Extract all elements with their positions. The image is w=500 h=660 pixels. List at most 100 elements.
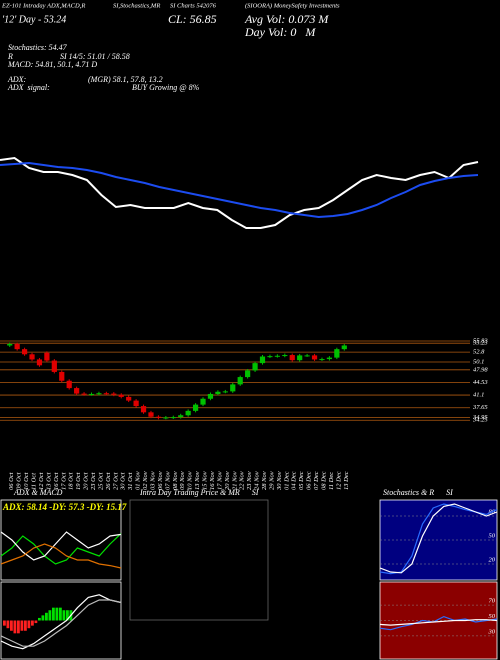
candle-body	[14, 344, 20, 350]
candle-body	[59, 371, 65, 381]
x-tick-label: 07 Dec	[313, 471, 320, 490]
x-tick-label: 04 Dec	[291, 471, 298, 490]
x-tick-label: 11 Dec	[328, 472, 335, 490]
histogram-bar	[55, 607, 59, 621]
indicator-text: R	[7, 52, 13, 61]
x-tick-label: 01 Dec	[283, 471, 290, 490]
x-tick-label: 05 Dec	[298, 471, 305, 490]
x-tick-label: 19 Oct	[75, 472, 82, 490]
header-text: '12' Day - 53.24	[2, 14, 66, 25]
indicator-text: ADX signal:	[7, 83, 50, 92]
candle-body	[326, 357, 333, 360]
x-tick-label: 24 Nov	[254, 471, 261, 490]
candle-body	[274, 355, 280, 357]
x-tick-label: 23 Oct	[90, 472, 97, 490]
x-tick-label: 21 Nov	[231, 471, 238, 490]
panel	[129, 499, 269, 621]
candle-body	[81, 393, 87, 395]
x-tick-label: 10 Nov	[187, 471, 194, 490]
candle-body	[111, 393, 117, 395]
candle-body	[245, 370, 251, 378]
candle-body	[103, 393, 109, 395]
y-tick-label: 52.8	[473, 349, 485, 356]
y-tick-label: 20	[489, 556, 496, 563]
candle-body	[88, 393, 95, 395]
candle-body	[155, 416, 162, 418]
y-tick-label: 41.1	[473, 392, 484, 399]
line-series	[0, 156, 479, 229]
x-tick-label: 13 Nov	[194, 471, 201, 490]
histogram-bar	[10, 620, 13, 631]
indicator-text: (MGR) 58.1, 57.8, 13.2	[88, 75, 163, 84]
candle-body	[192, 404, 199, 411]
histogram-bar	[17, 620, 20, 634]
candle-body	[96, 393, 102, 395]
annotation: ADX: 58.14 -DY: 57.3 -DY: 15.17	[2, 502, 127, 512]
y-tick-label: 37.65	[472, 404, 488, 411]
histogram-bar	[45, 612, 48, 621]
candle-body	[334, 349, 340, 358]
y-tick-label: 30	[488, 628, 496, 635]
y-tick-label: 70	[489, 598, 496, 605]
candle-body	[118, 394, 124, 397]
line-series	[0, 161, 479, 219]
histogram-bar	[6, 620, 10, 629]
candle-body	[163, 417, 169, 419]
x-tick-label: 18 Oct	[68, 472, 75, 490]
x-tick-label: 25 Oct	[97, 472, 104, 490]
line-series	[379, 619, 498, 626]
y-tick-label: 50	[489, 532, 496, 539]
candle-body	[319, 359, 325, 361]
x-tick-label: 12 Dec	[335, 471, 342, 490]
candle-body	[21, 349, 28, 355]
histogram-bar	[13, 620, 17, 634]
line-series	[0, 599, 122, 647]
histogram-bar	[31, 620, 34, 626]
y-tick-label: 47.98	[473, 366, 488, 373]
x-tick-label: 08 Nov	[172, 471, 179, 490]
close-price: CL: 56.85	[168, 12, 217, 26]
candle-body	[29, 354, 35, 360]
candle-body	[207, 393, 214, 399]
candle-body	[282, 355, 288, 357]
candle-body	[267, 356, 273, 358]
x-tick-label: 13 Oct	[45, 472, 52, 490]
x-tick-label: 30 Nov	[276, 471, 283, 491]
candle-body	[215, 391, 221, 394]
histogram-bar	[34, 620, 38, 624]
indicator-text: SI 14/5: 51.01 / 58.58	[60, 52, 130, 61]
x-tick-label: 17 Oct	[60, 472, 67, 490]
histogram-bar	[66, 610, 69, 621]
indicator-text: MACD: 54.81, 50.1, 4.71 D	[7, 60, 97, 69]
candle-body	[126, 396, 132, 401]
candle-body	[170, 417, 176, 419]
histogram-bar	[48, 610, 52, 621]
histogram-bar	[38, 617, 41, 621]
header-text: SI,Stochastics,MR	[113, 2, 160, 9]
candle-body	[36, 359, 43, 366]
histogram-bar	[20, 620, 24, 631]
candle-body	[259, 356, 266, 364]
candle-body	[66, 380, 72, 389]
indicator-text: Stochastics: 54.47	[8, 43, 68, 52]
y-tick-label: 50	[489, 613, 496, 620]
candle-body	[304, 355, 310, 357]
x-tick-label: 27 Oct	[112, 472, 119, 490]
candle-body	[74, 388, 80, 394]
candle-body	[148, 412, 154, 417]
x-tick-label: 02 Nov	[142, 471, 149, 490]
candle-body	[140, 406, 147, 413]
candle-body	[311, 355, 318, 360]
histogram-bar	[59, 607, 62, 621]
candle-body	[133, 400, 139, 407]
x-tick-label: 09 Nov	[179, 471, 186, 490]
indicator-text: ADX:	[7, 75, 27, 84]
x-tick-label: 08 Dec	[320, 471, 327, 490]
x-tick-label: 30 Oct	[120, 472, 127, 491]
y-tick-label: 55.23	[473, 340, 488, 347]
x-tick-label: 01 Nov	[135, 471, 142, 490]
x-tick-label: 22 Nov	[239, 471, 246, 490]
x-tick-label: 13 Dec	[343, 471, 350, 490]
panel-title: ADX & MACD	[13, 488, 63, 497]
y-tick-label: 50.1	[473, 358, 484, 365]
